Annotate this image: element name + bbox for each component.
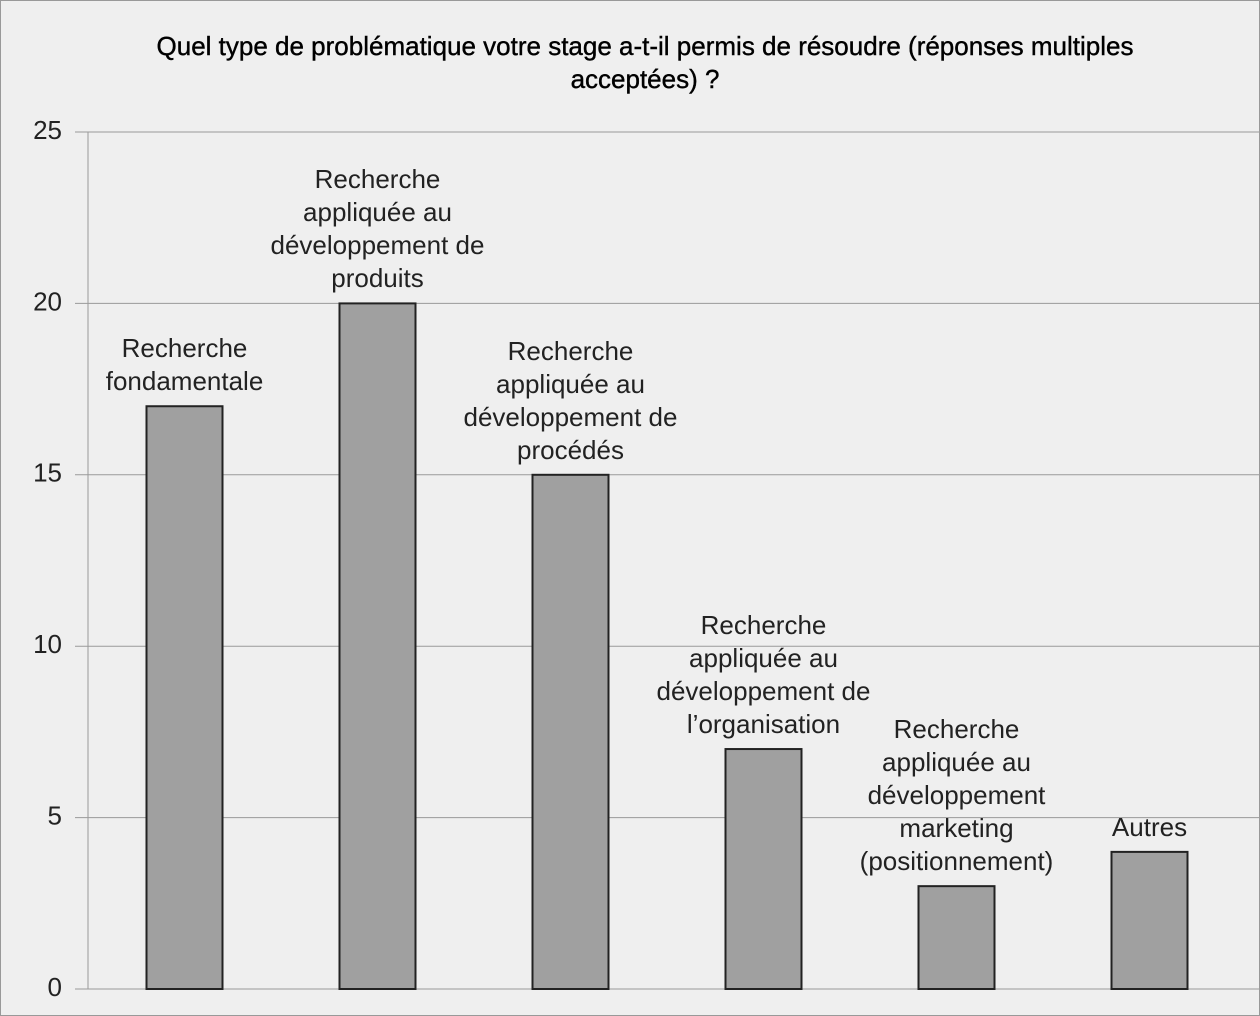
- category-label-box: Recherche fondamentale: [105, 333, 264, 397]
- category-label: Recherche appliquée au développement mar…: [859, 714, 1054, 877]
- chart-title-box: Quel type de problématique votre stage a…: [156, 31, 1134, 94]
- bar: [338, 302, 417, 990]
- bar: [531, 473, 610, 990]
- category-label: Autres: [1111, 811, 1188, 842]
- category-label: Recherche fondamentale: [105, 333, 264, 397]
- bar: [917, 885, 996, 990]
- y-tick-label: 25: [33, 115, 62, 145]
- y-tick-label: 0: [48, 972, 62, 1002]
- category-label-box: Recherche appliquée au développement de …: [463, 335, 678, 465]
- y-tick-label: 10: [33, 629, 62, 659]
- bar: [724, 748, 803, 990]
- category-label: Recherche appliquée au développement de …: [656, 610, 871, 740]
- chart-title: Quel type de problématique votre stage a…: [156, 31, 1134, 94]
- y-tick-label: 15: [33, 458, 62, 488]
- category-label-box: Recherche appliquée au développement de …: [656, 610, 871, 740]
- bar: [145, 405, 224, 990]
- bar: [1110, 850, 1189, 990]
- y-tick-label: 5: [48, 800, 62, 830]
- category-label: Recherche appliquée au développement de …: [270, 164, 485, 294]
- category-label-box: Recherche appliquée au développement de …: [270, 164, 485, 294]
- category-label: Recherche appliquée au développement de …: [463, 335, 678, 465]
- category-label-box: Autres: [1111, 811, 1188, 842]
- category-label-box: Recherche appliquée au développement mar…: [859, 714, 1054, 877]
- y-tick-label: 20: [33, 286, 62, 316]
